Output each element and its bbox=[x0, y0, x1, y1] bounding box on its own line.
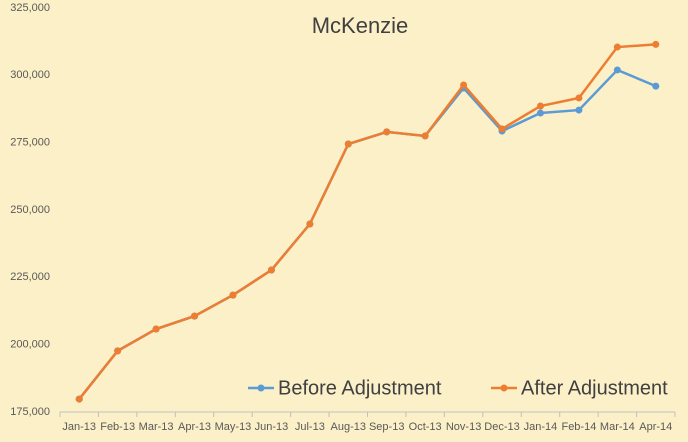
point bbox=[460, 81, 468, 89]
point bbox=[344, 140, 352, 148]
y-tick-label: 200,000 bbox=[10, 339, 50, 351]
point bbox=[613, 43, 621, 51]
y-tick-label: 275,000 bbox=[10, 137, 50, 149]
point bbox=[536, 109, 544, 117]
point bbox=[114, 347, 122, 355]
y-tick-label: 175,000 bbox=[10, 406, 50, 418]
chart-title: McKenzie bbox=[312, 13, 409, 38]
legend-marker bbox=[257, 384, 265, 392]
point bbox=[306, 220, 314, 228]
x-tick-label: Dec-13 bbox=[484, 421, 519, 433]
series-line bbox=[78, 68, 657, 400]
point bbox=[75, 395, 83, 403]
x-tick-label: Jun-13 bbox=[255, 421, 289, 433]
x-tick-label: Apr-14 bbox=[639, 421, 672, 433]
point bbox=[152, 325, 160, 333]
x-tick-label: May-13 bbox=[215, 421, 252, 433]
x-tick-label: Sep-13 bbox=[369, 421, 404, 433]
x-tick-label: Oct-13 bbox=[409, 421, 442, 433]
point bbox=[575, 106, 583, 114]
point bbox=[652, 82, 660, 90]
x-tick-label: Jan-14 bbox=[524, 421, 558, 433]
y-tick-label: 325,000 bbox=[10, 2, 50, 14]
point bbox=[229, 291, 237, 299]
legend-label: Before Adjustment bbox=[278, 377, 442, 399]
y-tick-label: 300,000 bbox=[10, 69, 50, 81]
point bbox=[652, 40, 660, 48]
x-tick-label: Nov-13 bbox=[446, 421, 481, 433]
x-tick-label: Mar-13 bbox=[139, 421, 174, 433]
legend-label: After Adjustment bbox=[521, 377, 668, 399]
point bbox=[536, 102, 544, 110]
legend-marker bbox=[500, 384, 508, 392]
point bbox=[191, 312, 199, 320]
point bbox=[613, 66, 621, 74]
x-tick-label: Mar-14 bbox=[600, 421, 635, 433]
y-tick-label: 225,000 bbox=[10, 271, 50, 283]
point bbox=[421, 132, 429, 140]
y-tick-label: 250,000 bbox=[10, 204, 50, 216]
series-line bbox=[78, 43, 656, 400]
point bbox=[383, 128, 391, 136]
x-tick-label: Feb-14 bbox=[561, 421, 596, 433]
point bbox=[498, 125, 506, 133]
x-tick-label: Apr-13 bbox=[178, 421, 211, 433]
x-tick-label: Feb-13 bbox=[100, 421, 135, 433]
x-tick-label: Jul-13 bbox=[295, 421, 325, 433]
x-tick-label: Jan-13 bbox=[62, 421, 96, 433]
x-tick-label: Aug-13 bbox=[331, 421, 366, 433]
point bbox=[575, 94, 583, 102]
point bbox=[267, 266, 275, 274]
